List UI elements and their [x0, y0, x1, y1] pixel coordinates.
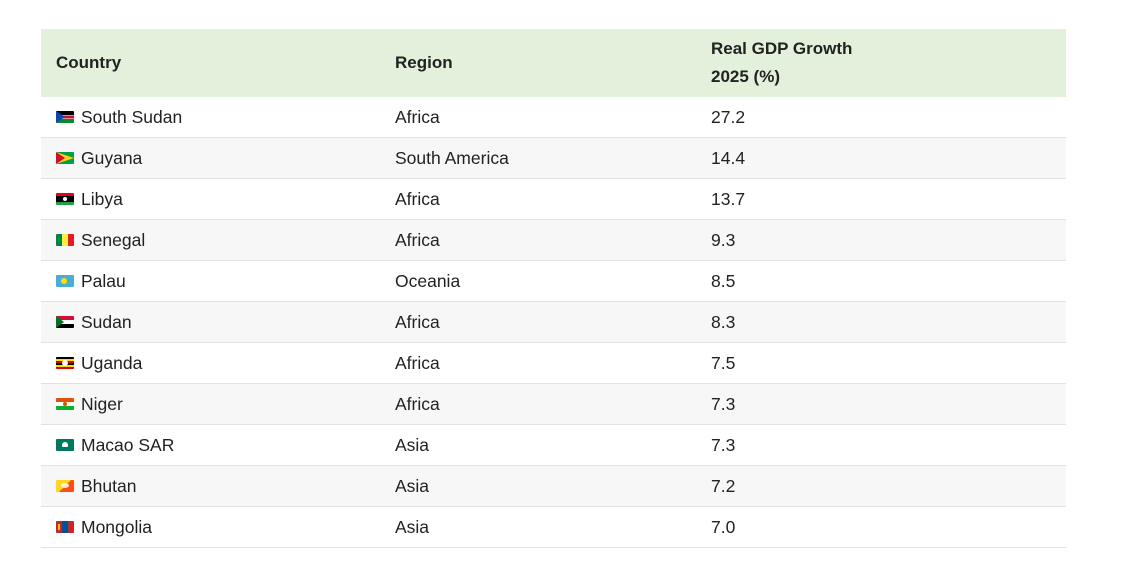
- growth-cell: 13.7: [696, 178, 1066, 220]
- growth-cell: 7.5: [696, 342, 1066, 384]
- region-cell: Africa: [380, 219, 696, 261]
- macao-flag-icon: [56, 439, 74, 451]
- table-row: Uganda Africa 7.5: [41, 342, 1066, 384]
- header-growth: Real GDP Growth 2025 (%): [696, 29, 1066, 97]
- bhutan-flag-icon: [56, 480, 74, 492]
- growth-cell: 7.3: [696, 383, 1066, 425]
- region-cell: South America: [380, 137, 696, 179]
- country-cell-content: Senegal: [56, 230, 380, 251]
- niger-flag-icon: [56, 398, 74, 410]
- growth-cell: 8.5: [696, 260, 1066, 302]
- table-row: Guyana South America 14.4: [41, 137, 1066, 179]
- senegal-flag-icon: [56, 234, 74, 246]
- growth-cell: 8.3: [696, 301, 1066, 343]
- palau-flag-icon: [56, 275, 74, 287]
- country-name: Mongolia: [81, 516, 153, 537]
- region-cell: Africa: [380, 301, 696, 343]
- country-name: Niger: [81, 393, 123, 414]
- country-cell: Libya: [41, 178, 380, 220]
- country-name: Sudan: [81, 311, 132, 332]
- country-cell-content: Sudan: [56, 312, 380, 333]
- country-cell-content: Guyana: [56, 148, 380, 169]
- region-cell: Oceania: [380, 260, 696, 302]
- mongolia-flag-icon: [56, 521, 74, 533]
- country-cell: South Sudan: [41, 97, 380, 138]
- growth-cell: 7.2: [696, 465, 1066, 507]
- country-cell-content: Macao SAR: [56, 435, 380, 456]
- country-cell-content: South Sudan: [56, 107, 380, 128]
- table-row: Palau Oceania 8.5: [41, 260, 1066, 302]
- region-cell: Africa: [380, 342, 696, 384]
- country-cell-content: Palau: [56, 271, 380, 292]
- region-cell: Asia: [380, 465, 696, 507]
- country-name: Guyana: [81, 147, 143, 168]
- growth-cell: 27.2: [696, 97, 1066, 138]
- country-name: Libya: [81, 188, 123, 209]
- gdp-growth-table: Country Region Real GDP Growth 2025 (%) …: [41, 29, 1066, 548]
- country-cell: Uganda: [41, 342, 380, 384]
- country-cell: Sudan: [41, 301, 380, 343]
- country-name: Uganda: [81, 352, 143, 373]
- table-row: Libya Africa 13.7: [41, 178, 1066, 220]
- country-cell: Senegal: [41, 219, 380, 261]
- libya-flag-icon: [56, 193, 74, 205]
- country-cell-content: Libya: [56, 189, 380, 210]
- table-row: South Sudan Africa 27.2: [41, 97, 1066, 138]
- region-cell: Africa: [380, 178, 696, 220]
- table-row: Senegal Africa 9.3: [41, 219, 1066, 261]
- country-cell-content: Bhutan: [56, 476, 380, 497]
- growth-cell: 7.0: [696, 506, 1066, 548]
- table-body: South Sudan Africa 27.2 Guyana South America…: [41, 97, 1066, 548]
- header-region: Region: [380, 29, 696, 97]
- table-row: Sudan Africa 8.3: [41, 301, 1066, 343]
- country-name: Macao SAR: [81, 434, 175, 455]
- country-name: Bhutan: [81, 475, 137, 496]
- country-cell-content: Mongolia: [56, 517, 380, 538]
- header-country: Country: [41, 29, 380, 97]
- region-cell: Africa: [380, 383, 696, 425]
- growth-cell: 14.4: [696, 137, 1066, 179]
- uganda-flag-icon: [56, 357, 74, 369]
- country-cell: Palau: [41, 260, 380, 302]
- growth-cell: 7.3: [696, 424, 1066, 466]
- table-row: Mongolia Asia 7.0: [41, 506, 1066, 548]
- country-cell: Bhutan: [41, 465, 380, 507]
- country-cell: Mongolia: [41, 506, 380, 548]
- country-name: South Sudan: [81, 106, 183, 127]
- header-row: Country Region Real GDP Growth 2025 (%): [41, 29, 1066, 97]
- growth-cell: 9.3: [696, 219, 1066, 261]
- country-cell: Niger: [41, 383, 380, 425]
- country-cell-content: Niger: [56, 394, 380, 415]
- country-cell: Guyana: [41, 137, 380, 179]
- south-sudan-flag-icon: [56, 111, 74, 123]
- table-row: Niger Africa 7.3: [41, 383, 1066, 425]
- header-growth-line1: Real GDP Growth: [711, 39, 853, 58]
- guyana-flag-icon: [56, 152, 74, 164]
- region-cell: Asia: [380, 506, 696, 548]
- region-cell: Africa: [380, 97, 696, 138]
- table-row: Macao SAR Asia 7.3: [41, 424, 1066, 466]
- country-cell-content: Uganda: [56, 353, 380, 374]
- sudan-flag-icon: [56, 316, 74, 328]
- table-header: Country Region Real GDP Growth 2025 (%): [41, 29, 1066, 97]
- country-name: Palau: [81, 270, 126, 291]
- header-growth-line2: 2025 (%): [711, 67, 780, 86]
- table-row: Bhutan Asia 7.2: [41, 465, 1066, 507]
- country-cell: Macao SAR: [41, 424, 380, 466]
- country-name: Senegal: [81, 229, 146, 250]
- region-cell: Asia: [380, 424, 696, 466]
